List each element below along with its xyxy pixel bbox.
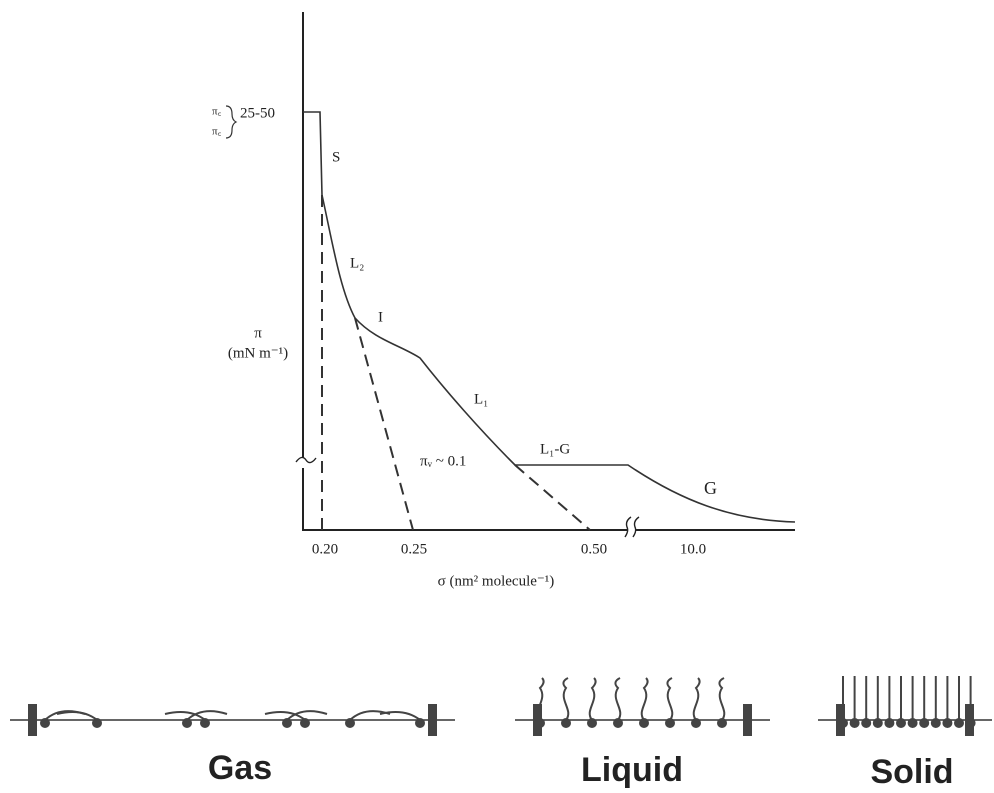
brace — [225, 105, 238, 139]
tail — [164, 711, 206, 721]
head — [200, 718, 210, 728]
phase-label: I — [378, 309, 383, 325]
phase-label: L₁ — [474, 391, 488, 407]
head — [884, 718, 895, 728]
phase-name: Liquid — [581, 751, 683, 789]
head — [942, 718, 953, 728]
annotation: πᵥ ~ 0.1 — [420, 453, 466, 469]
x-tick-label: 0.25 — [401, 541, 427, 557]
head — [613, 718, 623, 728]
head — [954, 718, 964, 728]
head — [639, 718, 649, 728]
tail — [56, 711, 98, 721]
head — [838, 718, 848, 728]
barrier — [428, 704, 437, 736]
head — [965, 718, 976, 728]
tail — [562, 677, 570, 721]
head — [872, 718, 883, 728]
y-label: (mN m⁻¹) — [228, 345, 288, 361]
phase-label: G — [704, 478, 717, 498]
head — [415, 718, 425, 728]
tail — [588, 677, 597, 721]
head — [717, 718, 727, 728]
head — [849, 718, 860, 728]
tail — [264, 711, 306, 721]
phase-label: L₂ — [350, 255, 364, 271]
tail — [718, 677, 726, 721]
tail — [286, 710, 328, 721]
x-tick-label: 10.0 — [680, 541, 706, 557]
y-label: π — [254, 325, 262, 341]
tail — [666, 677, 674, 721]
x-label: σ (nm² molecule⁻¹) — [438, 573, 555, 589]
head — [896, 718, 906, 728]
head — [182, 718, 192, 728]
phase-label: L₁-G — [540, 441, 570, 457]
head — [40, 718, 50, 728]
tail — [186, 710, 228, 721]
head — [345, 718, 355, 728]
barrier — [28, 704, 37, 736]
phase-name: Solid — [870, 753, 953, 791]
head — [282, 718, 292, 728]
pressure-marker: π꜀ — [212, 126, 222, 138]
head — [535, 718, 545, 728]
phase-name: Gas — [208, 749, 272, 787]
axes — [302, 12, 795, 531]
tail — [379, 711, 421, 721]
tail — [692, 677, 701, 721]
x-tick-label: 0.20 — [312, 541, 338, 557]
pressure-marker: π꜀ — [212, 106, 222, 118]
tail — [614, 677, 622, 721]
head — [561, 718, 571, 728]
tail — [640, 677, 649, 721]
x-tick-label: 0.50 — [581, 541, 607, 557]
head — [907, 718, 918, 728]
collapse-range: 25-50 — [240, 105, 275, 121]
head — [92, 718, 102, 728]
head — [691, 718, 701, 728]
head — [861, 718, 872, 728]
head — [300, 718, 310, 728]
tail — [536, 677, 545, 721]
head — [587, 718, 597, 728]
axis-breaks — [295, 456, 640, 538]
phase-label: S — [332, 149, 340, 165]
barrier — [743, 704, 752, 736]
head — [930, 718, 941, 728]
head — [665, 718, 675, 728]
head — [919, 718, 930, 728]
isotherm-curve — [303, 111, 796, 523]
extrapolation-lines — [321, 195, 591, 531]
